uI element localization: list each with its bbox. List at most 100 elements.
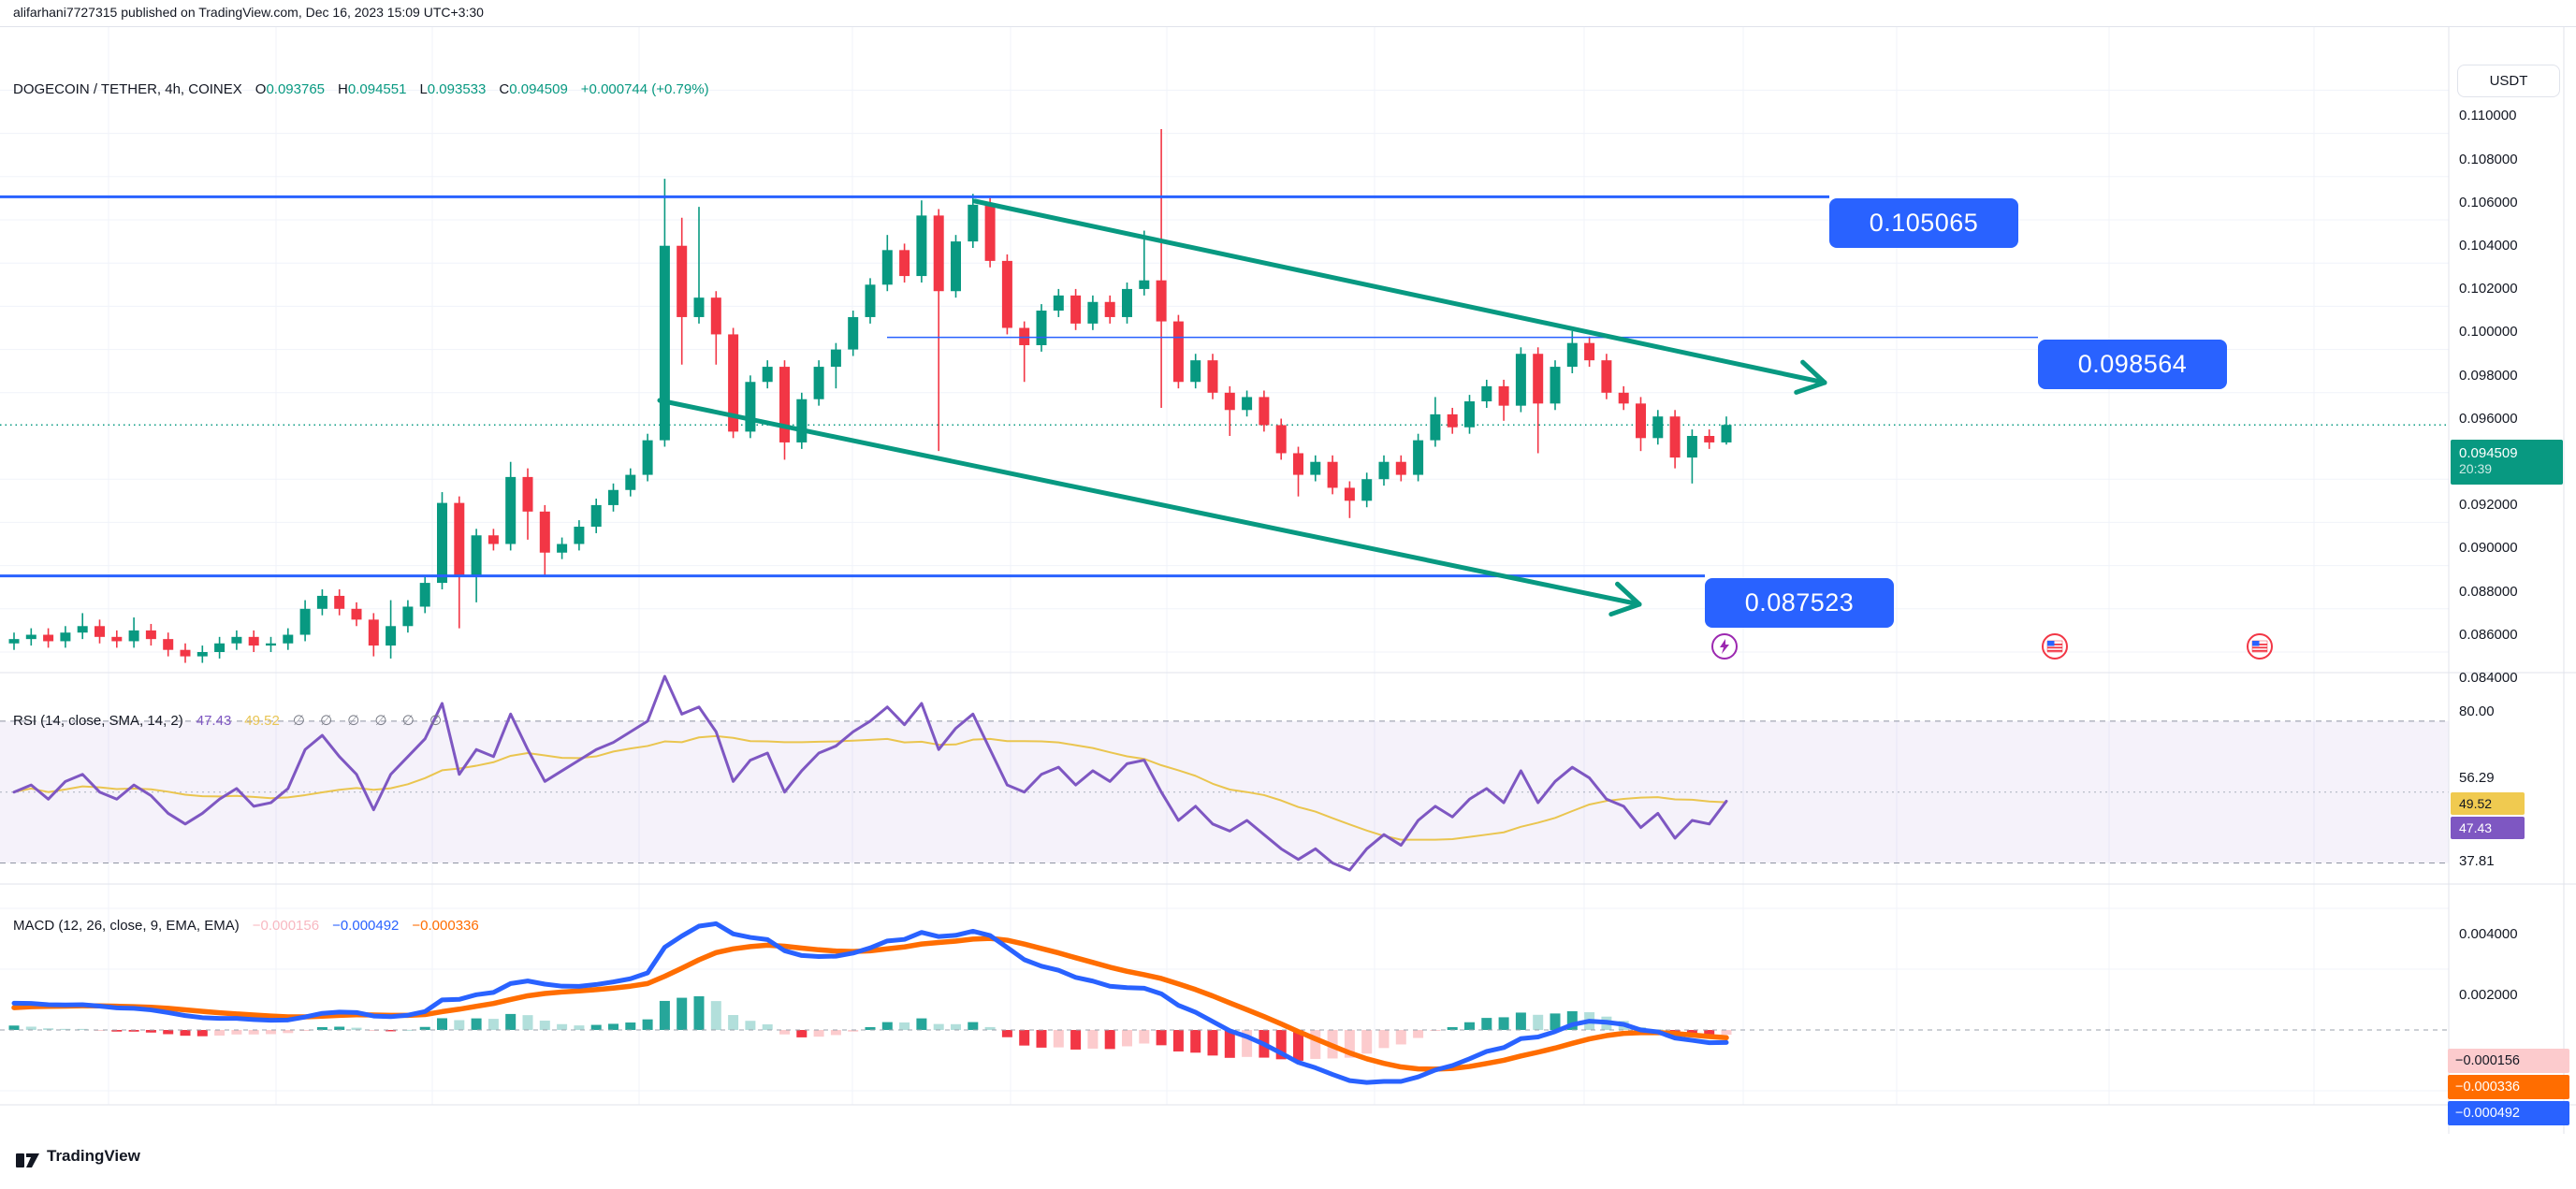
us-flag-icon[interactable] (2042, 633, 2068, 660)
macd-histogram-bar (1498, 1017, 1509, 1030)
symbol-title[interactable]: DOGECOIN / TETHER, 4h, COINEX (13, 81, 242, 97)
price-tick-label: 0.102000 (2459, 281, 2518, 297)
trendline (972, 198, 1827, 385)
candle-body (1036, 311, 1047, 345)
macd-histogram-bar (471, 1018, 482, 1030)
candle-body (710, 297, 721, 335)
macd-histogram-bar (779, 1030, 790, 1035)
macd-histogram-bar (933, 1023, 944, 1030)
macd-histogram-bar (419, 1026, 430, 1030)
candle-body (25, 634, 36, 640)
macd-hist-value: −0.000156 (252, 918, 320, 934)
candle-body (60, 632, 71, 642)
candle-body (1087, 301, 1099, 324)
candle-body (334, 595, 345, 609)
price-tick-label: 0.098000 (2459, 367, 2518, 384)
candle-body (1669, 416, 1681, 458)
candle-body (659, 245, 670, 441)
rsi-legend: RSI (14, close, SMA, 14, 2) 47.43 49.52 … (13, 712, 448, 730)
macd-histogram-bar (1481, 1018, 1492, 1030)
candle-body (968, 204, 979, 242)
candle-body (745, 382, 756, 432)
chart-canvas[interactable] (0, 27, 2576, 1135)
candle-body (1190, 360, 1201, 383)
candle-body (1310, 461, 1321, 475)
macd-histogram-bar (368, 1030, 379, 1032)
currency-toggle-button[interactable]: USDT (2457, 65, 2560, 97)
candle-body (951, 241, 961, 292)
tradingview-brand[interactable]: TradingView (47, 1147, 140, 1165)
macd-histogram-bar (659, 1000, 670, 1030)
candle-body (283, 634, 294, 644)
rsi-sma-badge: 49.52 (2451, 792, 2525, 815)
close-label: C (499, 81, 510, 97)
macd-histogram-bar (231, 1030, 242, 1035)
open-value: 0.093765 (266, 81, 326, 97)
macd-histogram-bar (488, 1019, 499, 1030)
candle-body (1139, 280, 1150, 289)
rsi-sma-line (13, 734, 1727, 841)
macd-histogram-bar (625, 1022, 636, 1030)
price-level-badge[interactable]: 0.087523 (1705, 577, 1894, 628)
tradingview-logo-icon[interactable] (15, 1145, 41, 1171)
candle-body (1618, 392, 1629, 404)
macd-histogram-bar (608, 1023, 619, 1030)
macd-histogram-bar (762, 1023, 773, 1030)
trendline-arrowhead (1800, 359, 1827, 385)
macd-signal-line (11, 935, 1729, 1072)
rsi-title[interactable]: RSI (14, close, SMA, 14, 2) (13, 712, 183, 729)
price-level-badge[interactable]: 0.098564 (2038, 339, 2227, 389)
macd-histogram-bar (95, 1030, 105, 1031)
macd-histogram-bar (693, 996, 705, 1030)
candle-body (813, 367, 824, 399)
candle-body (196, 652, 208, 657)
macd-histogram-bar (180, 1030, 191, 1037)
candle-body (1430, 413, 1441, 441)
macd-histogram-bar (1413, 1030, 1424, 1038)
macd-histogram-bar (1704, 1030, 1715, 1037)
macd-histogram-bar (8, 1025, 20, 1030)
macd-value-badge: −0.000336 (2448, 1075, 2569, 1099)
trendline-arrowhead (1608, 602, 1642, 617)
candle-body (1601, 360, 1612, 393)
candle-body (830, 349, 841, 368)
publish-topbar: alifarhani7727315 published on TradingVi… (0, 0, 2576, 26)
macd-tick-label: 0.004000 (2459, 926, 2518, 942)
candle-body (693, 297, 705, 317)
macd-title[interactable]: MACD (12, 26, close, 9, EMA, EMA) (13, 918, 240, 934)
macd-histogram-bar (316, 1026, 327, 1030)
macd-histogram-bar (402, 1029, 414, 1031)
candle-body (1533, 354, 1544, 404)
us-flag-icon[interactable] (2247, 633, 2273, 660)
macd-histogram-bar (1036, 1030, 1047, 1048)
change-value: +0.000744 (+0.79%) (580, 81, 709, 97)
macd-histogram-bar (590, 1024, 602, 1030)
macd-histogram-bar (642, 1019, 653, 1030)
candle-body (180, 649, 191, 657)
candle-body (642, 440, 653, 475)
macd-histogram-bar (351, 1027, 362, 1030)
flash-icon[interactable] (1711, 633, 1738, 660)
macd-histogram-bar (248, 1030, 259, 1035)
candle-body (1481, 385, 1492, 402)
macd-histogram-bar (984, 1026, 996, 1030)
candle-body (488, 535, 499, 544)
macd-histogram-bar (163, 1030, 174, 1035)
macd-histogram-bar (677, 997, 688, 1030)
publish-info-text: alifarhani7727315 published on TradingVi… (13, 5, 484, 20)
trendline (657, 398, 1642, 607)
candle-body (299, 608, 311, 635)
candle-body (95, 626, 105, 637)
macd-histogram-bar (1310, 1030, 1321, 1059)
macd-histogram-bar (1464, 1022, 1475, 1030)
candle-body (522, 476, 533, 512)
macd-histogram-bar (196, 1030, 208, 1037)
rsi-empty-values: ∅ ∅ ∅ ∅ ∅ ∅ (292, 713, 448, 729)
candle-body (916, 215, 927, 277)
candle-body (728, 334, 739, 432)
candle-body (1550, 367, 1561, 404)
price-level-badge[interactable]: 0.105065 (1829, 198, 2018, 249)
macd-histogram-bar (710, 1001, 721, 1030)
macd-histogram-bar (1566, 1010, 1578, 1030)
rsi-value-badge: 47.43 (2451, 817, 2525, 839)
